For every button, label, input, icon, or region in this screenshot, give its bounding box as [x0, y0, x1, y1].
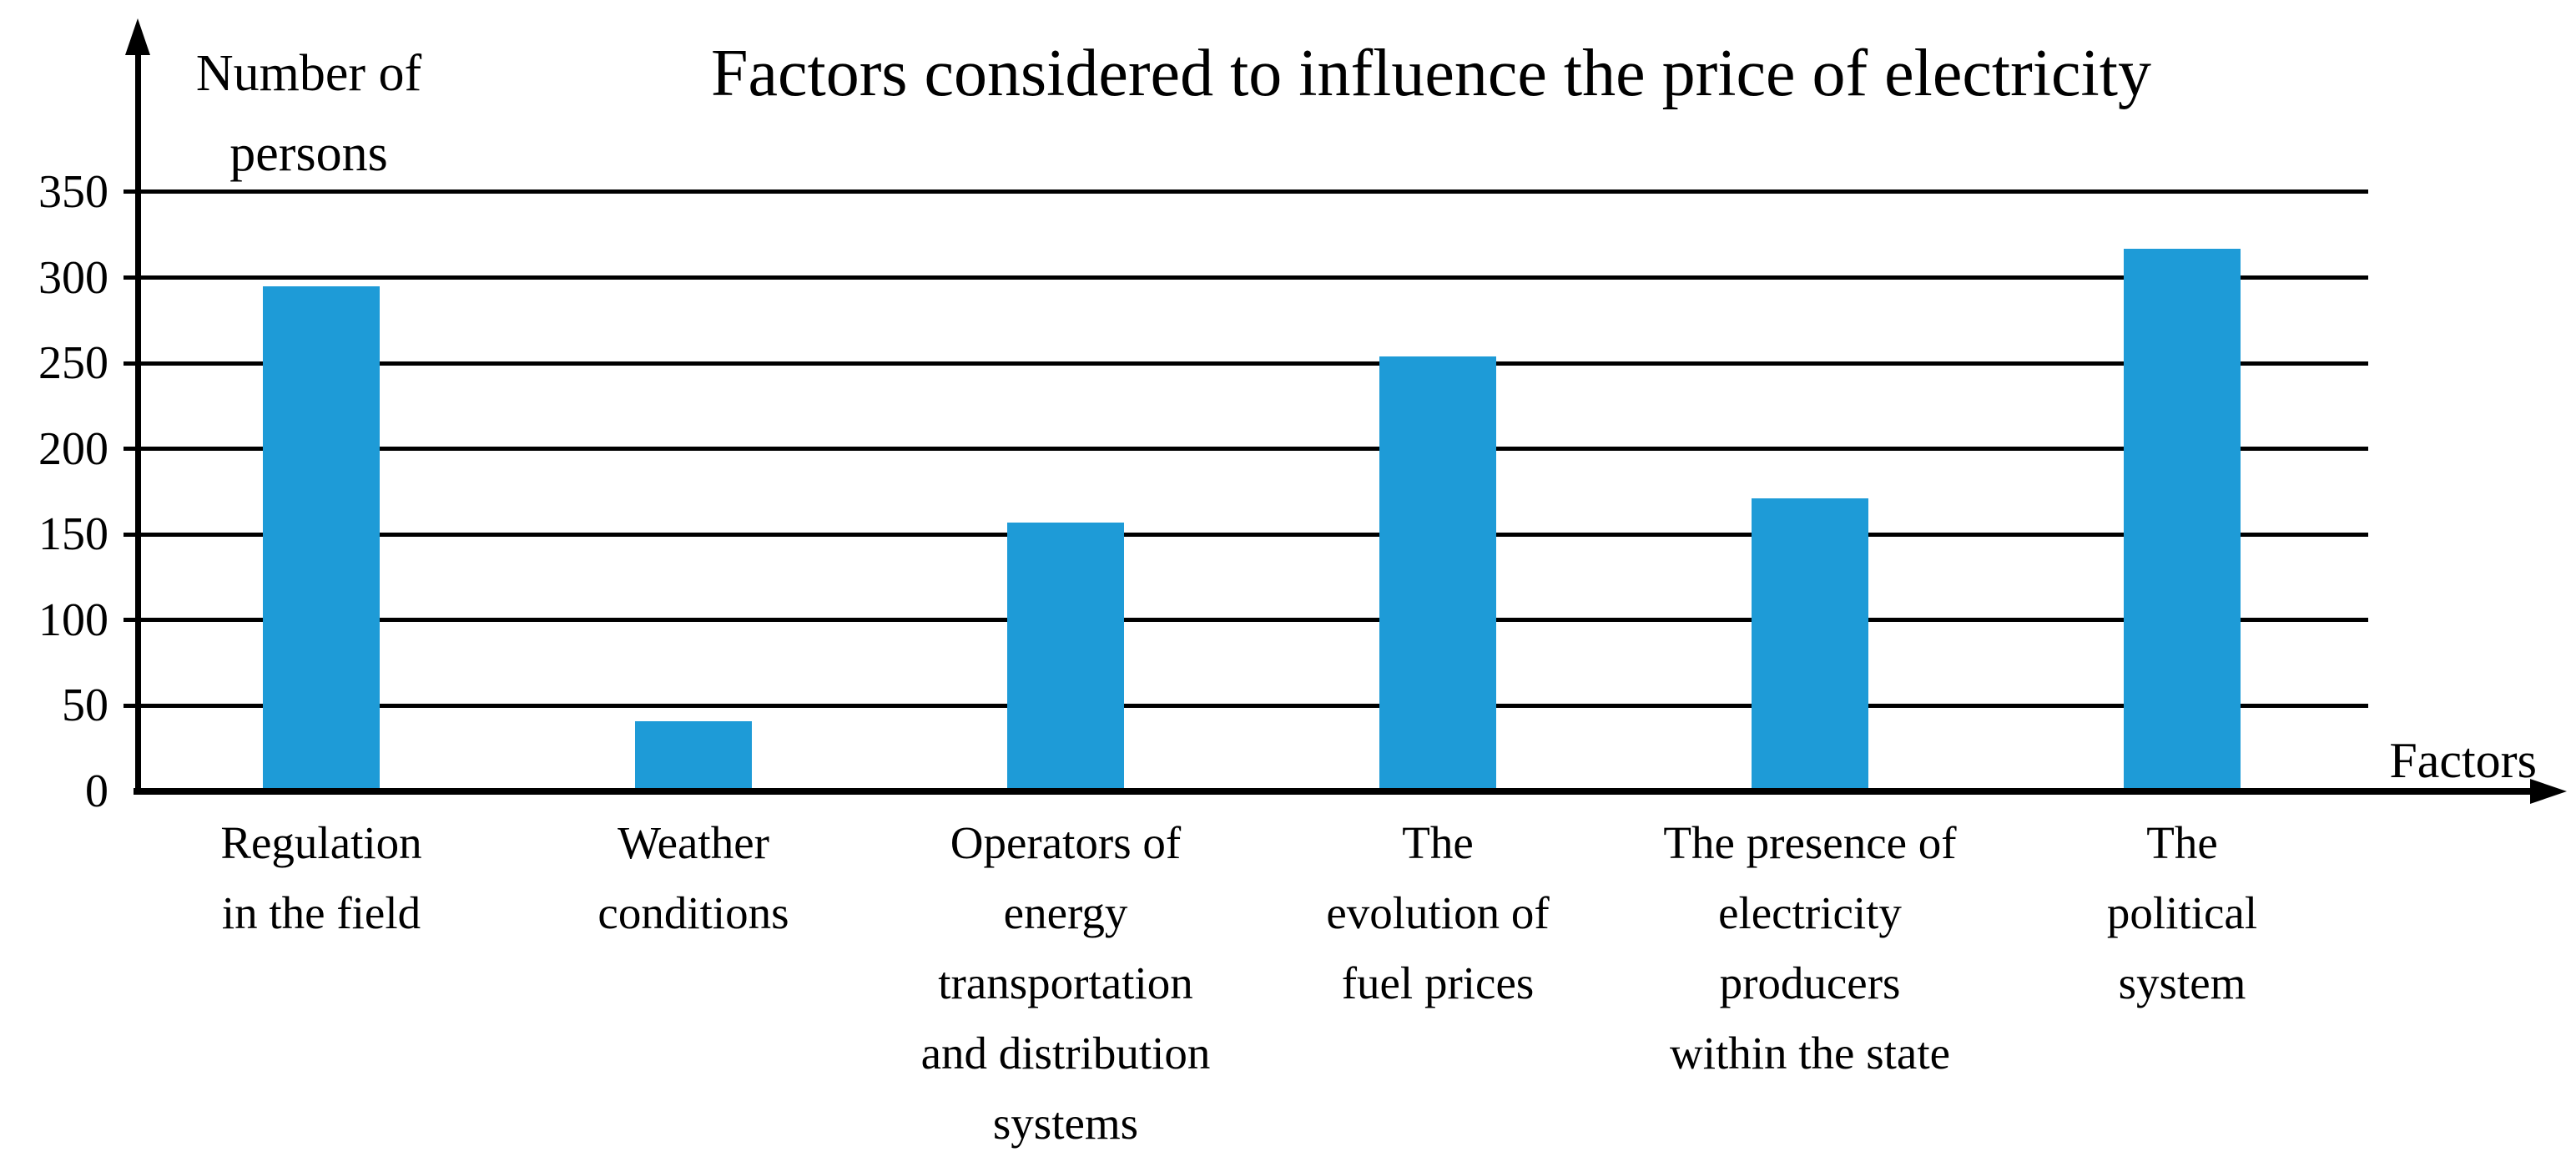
category-label-6: The political system [2106, 817, 2258, 1008]
bar-2 [635, 721, 752, 791]
y-axis-arrow-icon [125, 18, 150, 55]
bar-4 [1379, 356, 1496, 791]
gridline-350 [124, 189, 2368, 194]
gridline-300 [124, 275, 2368, 280]
y-tick-label-100: 100 [38, 594, 108, 646]
bar-6 [2124, 249, 2241, 791]
y-tick-label-300: 300 [38, 252, 108, 304]
x-axis-line [134, 788, 2535, 795]
bar-3 [1007, 523, 1124, 791]
x-axis-label: Factors [2389, 733, 2537, 788]
bar-1 [263, 286, 380, 791]
gridline-50 [124, 704, 2368, 708]
category-label-5: The presence of electricity producers wi… [1663, 817, 1957, 1079]
x-axis-arrow-icon [2530, 779, 2567, 804]
y-tick-label-0: 0 [85, 765, 108, 817]
chart-title: Factors considered to influence the pric… [711, 37, 2151, 110]
y-tick-label-150: 150 [38, 508, 108, 560]
category-label-1: Regulation in the field [220, 817, 422, 938]
y-tick-label-250: 250 [38, 337, 108, 389]
y-tick-label-50: 50 [62, 680, 108, 731]
y-tick-label-200: 200 [38, 423, 108, 475]
category-label-3: Operators of energy transportation and d… [920, 817, 1211, 1149]
gridline-200 [124, 447, 2368, 451]
gridline-150 [124, 533, 2368, 537]
y-axis-line [135, 50, 141, 791]
y-axis-label: Number of persons [195, 45, 422, 182]
gridline-250 [124, 361, 2368, 366]
category-label-4: The evolution of fuel prices [1326, 817, 1550, 1008]
bar-5 [1752, 498, 1868, 791]
category-label-2: Weather conditions [597, 817, 789, 938]
y-tick-label-350: 350 [38, 166, 108, 218]
gridline-100 [124, 618, 2368, 622]
